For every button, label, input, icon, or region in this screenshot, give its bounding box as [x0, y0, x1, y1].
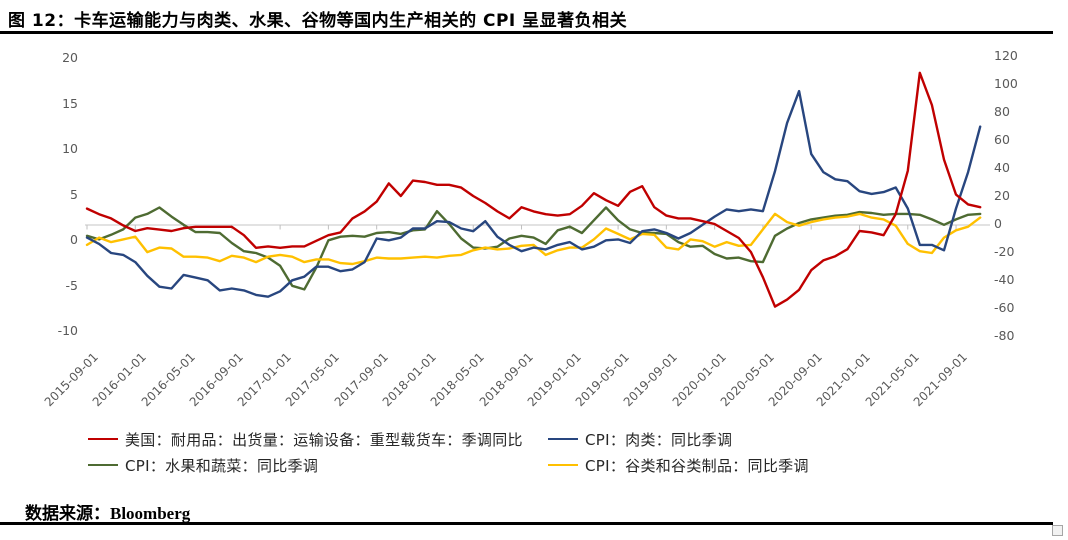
- right-axis-tick-label: -40: [994, 272, 1015, 287]
- right-axis-tick-label: 60: [994, 132, 1010, 147]
- figure-title: 图 12：卡车运输能力与肉类、水果、谷物等国内生产相关的 CPI 呈显著负相关: [8, 11, 628, 31]
- left-axis-tick-label: 0: [70, 232, 78, 248]
- right-axis-tick-label: 40: [994, 160, 1010, 175]
- legend-label: CPI：水果和蔬菜：同比季调: [125, 456, 319, 475]
- left-axis-tick-label: 15: [62, 95, 78, 111]
- right-axis-tick-label: 0: [994, 216, 1002, 231]
- legend-swatch-green: [88, 463, 118, 467]
- right-axis-tick-label: 80: [994, 104, 1010, 119]
- right-axis-tick-label: -20: [994, 244, 1015, 259]
- right-axis-tick-label: -60: [994, 300, 1015, 315]
- left-axis-tick-label: 10: [62, 141, 78, 157]
- legend-item-cpi-cereal: CPI：谷类和谷类制品：同比季调: [548, 456, 809, 475]
- right-axis-tick-label: 120: [994, 48, 1018, 63]
- legend-swatch-yellow: [548, 463, 578, 467]
- legend-swatch-navy: [548, 437, 578, 441]
- data-source-label: 数据来源：: [25, 504, 110, 524]
- left-axis-tick-label: 20: [62, 50, 78, 66]
- title-divider: [0, 31, 1053, 34]
- series-line-3: [85, 212, 982, 266]
- series-line-0: [85, 71, 982, 308]
- legend-item-cpi-meat: CPI：肉类：同比季调: [548, 430, 733, 449]
- series-line-1: [85, 89, 982, 298]
- resize-handle-icon: [1052, 525, 1063, 536]
- left-axis-tick-label: 5: [70, 186, 78, 202]
- right-axis-tick-label: 100: [994, 76, 1018, 91]
- legend-item-cpi-fruit-veg: CPI：水果和蔬菜：同比季调: [88, 456, 319, 475]
- data-source: 数据来源：Bloomberg: [25, 499, 190, 524]
- left-axis-tick-label: -5: [65, 277, 78, 293]
- legend-label: CPI：肉类：同比季调: [585, 430, 733, 449]
- legend-label: 美国：耐用品：出货量：运输设备：重型载货车：季调同比: [125, 430, 523, 449]
- legend-item-trucks: 美国：耐用品：出货量：运输设备：重型载货车：季调同比: [88, 430, 523, 449]
- bottom-divider: [0, 522, 1053, 525]
- series-line-2: [85, 206, 982, 291]
- data-source-value: Bloomberg: [110, 504, 191, 523]
- legend-label: CPI：谷类和谷类制品：同比季调: [585, 456, 809, 475]
- left-axis-tick-label: -10: [57, 323, 78, 339]
- right-axis-tick-label: 20: [994, 188, 1010, 203]
- legend-swatch-red: [88, 437, 118, 441]
- right-axis-tick-label: -80: [994, 328, 1015, 343]
